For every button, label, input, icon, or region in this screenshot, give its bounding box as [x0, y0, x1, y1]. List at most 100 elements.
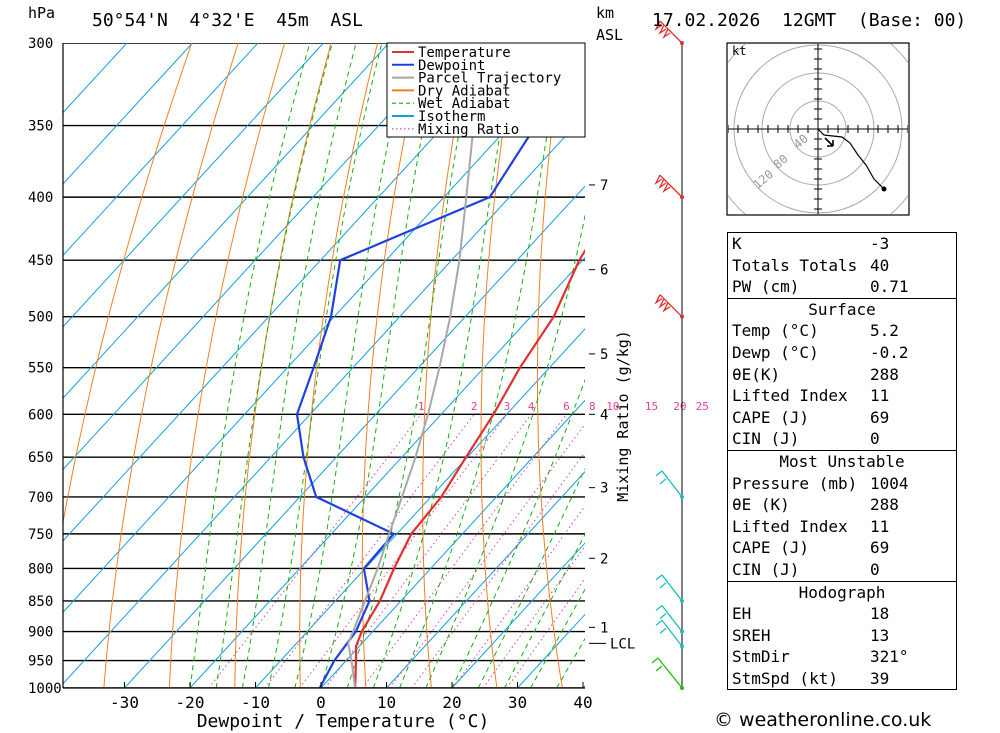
mixing-ratio-label: 20: [673, 400, 686, 413]
index-row: EH 18: [728, 603, 956, 625]
dry-adiabat-line: [103, 43, 239, 688]
dry-adiabat-line: [168, 43, 286, 688]
km-tick-label: 2: [600, 551, 608, 567]
hodograph-trace: [817, 128, 885, 190]
index-value: 288: [870, 495, 899, 515]
wind-barb: [654, 294, 684, 319]
legend-label: Isotherm: [418, 109, 485, 125]
isotherm-line: [63, 43, 324, 328]
mixing-ratio-line: [208, 414, 422, 688]
legend-label: Wet Adiabat: [418, 96, 511, 112]
pressure-tick-label: 550: [28, 361, 53, 377]
index-label: θE (K): [732, 495, 790, 515]
index-label: EH: [732, 604, 752, 624]
x-tick-label: 30: [508, 693, 527, 712]
wind-barb: [655, 619, 684, 649]
x-tick-label: 20: [442, 693, 461, 712]
index-row: Temp (°C) 5.2: [728, 320, 956, 342]
isotherm-line: [255, 328, 585, 688]
credit-text: © weatheronline.co.uk: [714, 709, 932, 731]
pressure-tick-label: 350: [28, 119, 53, 135]
index-value: 69: [870, 538, 890, 558]
index-row: CAPE (J) 69: [728, 537, 956, 559]
index-value: 11: [870, 386, 890, 406]
wet-adiabat-line: [372, 43, 517, 688]
index-row: K -3: [728, 233, 956, 255]
wind-barb: [655, 605, 684, 634]
temperature-line: [354, 248, 585, 688]
index-label: K: [732, 234, 742, 253]
wind-barb: [655, 470, 684, 499]
isotherm-line: [63, 43, 455, 471]
pressure-tick-label: 400: [28, 190, 53, 206]
km-tick-label: 1: [600, 620, 608, 636]
isotherm-line: [189, 256, 585, 688]
dry-adiabat-line: [981, 43, 1000, 688]
x-tick-label: 0: [316, 693, 326, 712]
isotherm-line: [63, 114, 585, 685]
index-row: PW (cm) 0.71: [728, 276, 956, 298]
hodograph-frame: [726, 42, 910, 216]
dry-adiabat-line: [234, 43, 332, 688]
wet-adiabat-line: [189, 43, 311, 688]
pressure-tick-label: 700: [28, 490, 53, 506]
km-unit-label: km: [596, 4, 615, 22]
wet-adiabat-line: [346, 43, 477, 688]
index-value: 288: [870, 364, 899, 384]
legend-label: Dewpoint: [418, 58, 485, 74]
hodograph-ring-label: 80: [771, 152, 791, 172]
index-label: Totals Totals: [732, 255, 858, 275]
wind-barb-shaft: [654, 174, 683, 198]
index-row: StmDir 321°: [728, 646, 956, 668]
dry-adiabat-line: [645, 43, 693, 688]
mixing-ratio-line: [264, 414, 475, 688]
index-value: 1004: [870, 473, 909, 493]
mixing-ratio-label: 3: [504, 400, 511, 413]
datetime-title: 17.02.2026 12GMT (Base: 00): [652, 10, 967, 31]
pressure-tick-label: 1000: [28, 681, 62, 697]
mixing-ratio-line: [361, 414, 567, 688]
wind-barb-shaft: [655, 574, 683, 602]
index-row: CIN (J) 0: [728, 428, 956, 450]
index-row: SREH 13: [728, 625, 956, 647]
legend-label: Mixing Ratio: [418, 122, 519, 138]
pressure-unit-label: hPa: [28, 4, 56, 22]
lcl-label: LCL: [610, 636, 635, 652]
index-value: 0: [870, 559, 880, 579]
pressure-tick-label: 950: [28, 654, 53, 670]
wind-barb: [655, 574, 684, 603]
wet-adiabat-line: [268, 43, 383, 688]
index-value: 0: [870, 429, 880, 449]
wet-adiabat-line: [530, 588, 585, 688]
pressure-tick-label: 800: [28, 561, 53, 577]
legend-label: Dry Adiabat: [418, 83, 511, 99]
mixing-ratio-line: [324, 414, 532, 688]
isotherm-line: [63, 43, 193, 185]
x-axis-title: Dewpoint / Temperature (°C): [197, 711, 490, 732]
isotherm-line: [386, 470, 585, 688]
wind-barb-shaft: [655, 605, 683, 632]
km-tick-label: 4: [600, 407, 608, 423]
wet-adiabat-line: [425, 213, 585, 688]
index-label: Temp (°C): [732, 321, 819, 341]
wind-barb-shaft: [655, 619, 683, 647]
km-tick-label: 6: [600, 263, 608, 279]
wet-adiabat-line: [215, 43, 333, 688]
mixing-ratio-label: 2: [471, 400, 478, 413]
mixing-ratio-label: 1: [418, 400, 425, 413]
index-label: Pressure (mb): [732, 473, 858, 493]
index-label: θE(K): [732, 364, 781, 384]
location-title: 50°54'N 4°32'E 45m ASL: [92, 10, 363, 31]
index-row: StmSpd (kt) 39: [728, 668, 956, 690]
index-row: Lifted Index 11: [728, 516, 956, 538]
index-value: 39: [870, 668, 890, 688]
pressure-tick-label: 900: [28, 625, 53, 641]
wind-barb-shaft: [655, 470, 683, 498]
wet-adiabat-line: [451, 378, 585, 688]
wind-barb: [651, 657, 684, 690]
wet-adiabat-line: [477, 467, 585, 688]
x-tick-label: -30: [110, 693, 139, 712]
